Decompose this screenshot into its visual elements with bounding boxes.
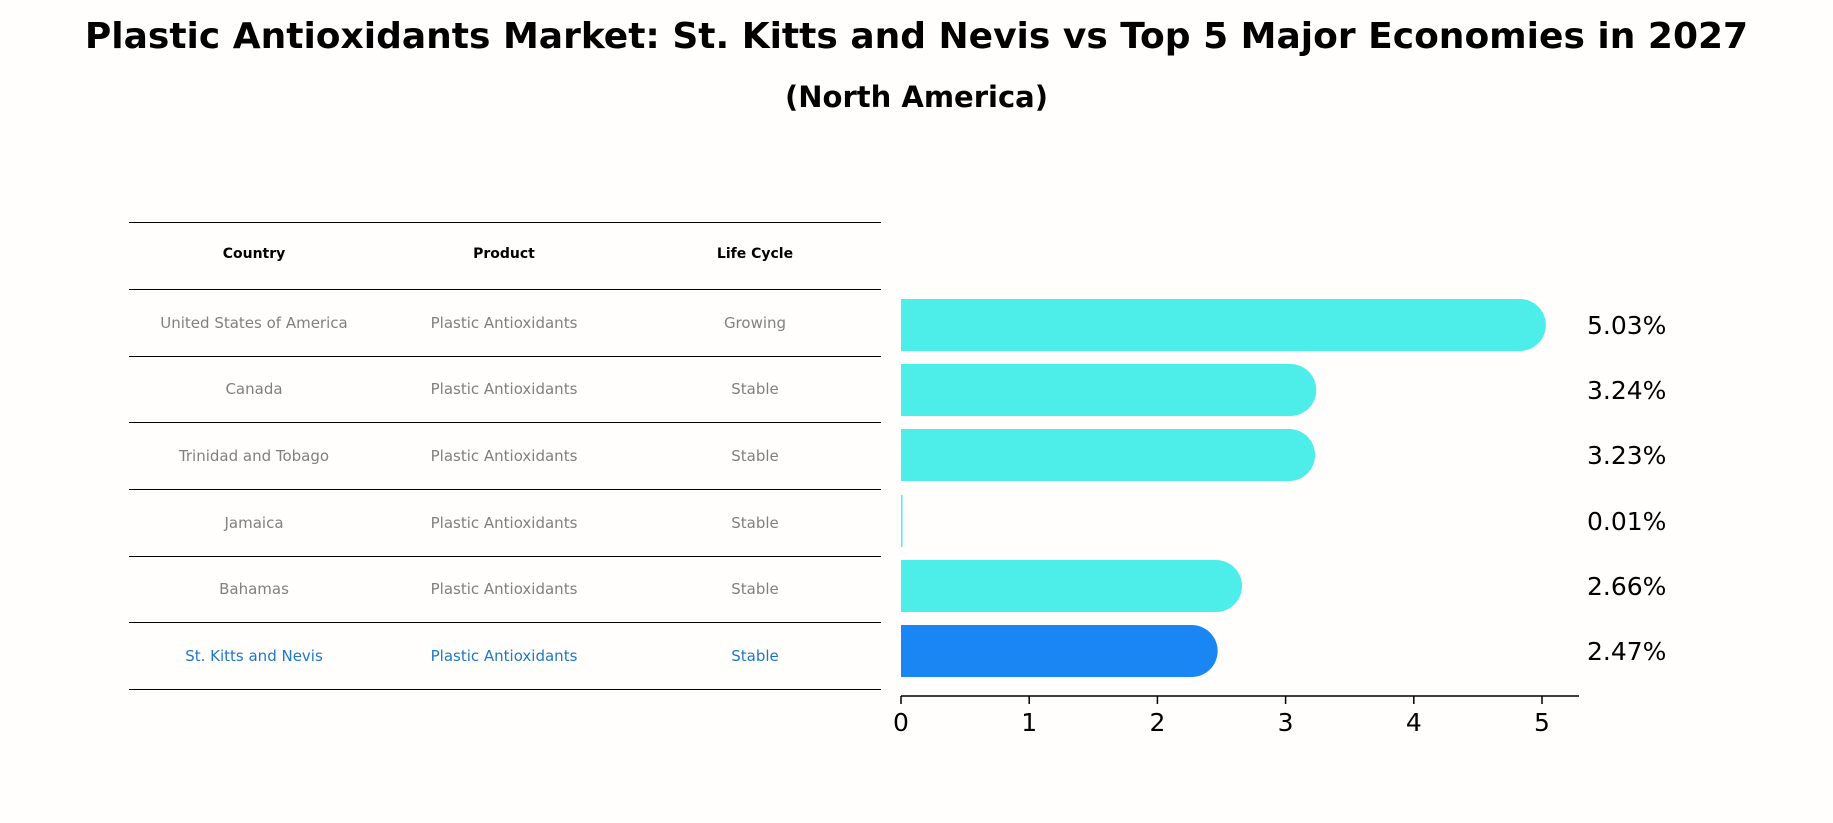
table-top-rule — [129, 222, 881, 223]
cell-country-highlight: St. Kitts and Nevis — [185, 647, 323, 665]
x-tick-label: 3 — [1278, 708, 1294, 737]
x-tick-label: 0 — [893, 708, 909, 737]
x-tick-label: 1 — [1021, 708, 1037, 737]
x-tick-label: 5 — [1534, 708, 1550, 737]
x-tick-label: 4 — [1406, 708, 1422, 737]
cell-country: Bahamas — [219, 580, 289, 598]
row-rule — [129, 422, 881, 423]
cell-country: Trinidad and Tobago — [178, 447, 330, 465]
cell-product: Plastic Antioxidants — [430, 314, 578, 332]
header-product: Product — [473, 246, 535, 262]
bar — [901, 299, 1546, 351]
row-rule — [129, 622, 881, 623]
bar — [901, 560, 1243, 612]
highlight-bar — [901, 625, 1218, 677]
cell-product: Plastic Antioxidants — [430, 514, 578, 532]
cell-life-cycle: Stable — [731, 380, 779, 398]
bar-value-label: 2.66% — [1587, 572, 1666, 601]
row-rule — [129, 356, 881, 357]
row-rule — [129, 556, 881, 557]
cell-product: Plastic Antioxidants — [430, 580, 578, 598]
bar-value-label: 3.23% — [1587, 441, 1666, 470]
bar-value-label: 3.24% — [1587, 376, 1666, 405]
cell-country: United States of America — [160, 314, 348, 332]
header-life-cycle: Life Cycle — [716, 246, 794, 262]
chart-subtitle: (North America) — [785, 80, 1048, 114]
cell-product-highlight: Plastic Antioxidants — [430, 647, 578, 665]
row-rule — [129, 489, 881, 490]
header-country: Country — [222, 246, 286, 262]
x-tick-label: 2 — [1149, 708, 1165, 737]
bar — [901, 429, 1316, 481]
cell-life-cycle: Stable — [731, 580, 779, 598]
header-rule — [129, 289, 881, 290]
cell-country: Canada — [225, 380, 283, 398]
bar — [901, 495, 903, 547]
bar-value-label: 0.01% — [1587, 507, 1666, 536]
cell-life-cycle-highlight: Stable — [731, 647, 779, 665]
cell-life-cycle: Stable — [731, 447, 779, 465]
bar — [901, 364, 1317, 416]
cell-life-cycle: Stable — [731, 514, 779, 532]
bar-value-label: 2.47% — [1587, 637, 1666, 666]
bar-value-label: 5.03% — [1587, 311, 1666, 340]
table-bottom-rule — [129, 689, 881, 690]
cell-product: Plastic Antioxidants — [430, 380, 578, 398]
cell-country: Jamaica — [224, 514, 284, 532]
chart-title: Plastic Antioxidants Market: St. Kitts a… — [84, 16, 1749, 57]
cell-life-cycle: Growing — [723, 314, 787, 332]
cell-product: Plastic Antioxidants — [430, 447, 578, 465]
